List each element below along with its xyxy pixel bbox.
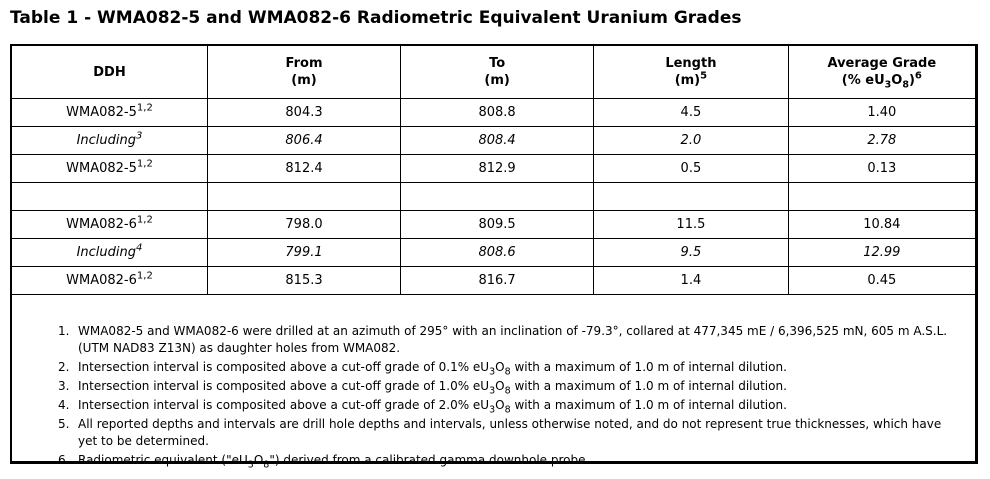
ddh-cell: WMA082-61,2 bbox=[12, 210, 208, 239]
ddh-cell: WMA082-51,2 bbox=[12, 98, 208, 127]
grade-cell: 2.78 bbox=[787, 126, 975, 155]
col-header-from: From (m) bbox=[206, 46, 402, 99]
footnote-text: All reported depths and intervals are dr… bbox=[78, 417, 942, 448]
ddh-cell: Including3 bbox=[12, 126, 208, 155]
grade-cell: 0.45 bbox=[787, 266, 975, 295]
table-row: WMA082-51,2 812.4 812.9 0.5 0.13 bbox=[12, 154, 975, 183]
table-row: WMA082-61,2 815.3 816.7 1.4 0.45 bbox=[12, 266, 975, 295]
footnote-text: Intersection interval is composited abov… bbox=[78, 398, 787, 416]
ddh-cell: WMA082-61,2 bbox=[12, 266, 208, 295]
footnote-number: 2. bbox=[58, 360, 70, 374]
to-cell: 808.4 bbox=[400, 126, 595, 155]
footnote: 3. Intersection interval is composited a… bbox=[58, 378, 959, 397]
from-cell bbox=[206, 182, 402, 211]
length-cell: 9.5 bbox=[593, 238, 789, 267]
grade-cell bbox=[787, 182, 975, 211]
col-header-length: Length (m)5 bbox=[593, 46, 789, 99]
to-cell bbox=[400, 182, 595, 211]
footnote: 6. Radiometric equivalent ("eU3O8") deri… bbox=[58, 452, 959, 471]
from-cell: 806.4 bbox=[206, 126, 402, 155]
col-header-to: To (m) bbox=[400, 46, 595, 99]
footnote-number: 1. bbox=[58, 324, 70, 338]
to-cell: 812.9 bbox=[400, 154, 595, 183]
footnote: 5. All reported depths and intervals are… bbox=[58, 416, 959, 450]
grade-cell: 10.84 bbox=[787, 210, 975, 239]
ddh-cell bbox=[12, 182, 208, 211]
table-row: WMA082-61,2 798.0 809.5 11.5 10.84 bbox=[12, 210, 975, 239]
footnote: 4. Intersection interval is composited a… bbox=[58, 397, 959, 416]
col-header-average-grade: Average Grade (% eU3O8)6 bbox=[787, 46, 975, 99]
from-cell: 812.4 bbox=[206, 154, 402, 183]
footnote-number: 3. bbox=[58, 379, 70, 393]
length-cell: 2.0 bbox=[593, 126, 789, 155]
separator-row bbox=[12, 182, 975, 211]
footnote-text: Radiometric equivalent ("eU3O8") derived… bbox=[78, 453, 590, 471]
footnote-text: Intersection interval is composited abov… bbox=[78, 360, 787, 378]
footnote: 1. WMA082-5 and WMA082-6 were drilled at… bbox=[58, 323, 959, 357]
from-cell: 815.3 bbox=[206, 266, 402, 295]
footnote: 2. Intersection interval is composited a… bbox=[58, 359, 959, 378]
length-cell: 1.4 bbox=[593, 266, 789, 295]
footnote-text: WMA082-5 and WMA082-6 were drilled at an… bbox=[78, 324, 948, 355]
header-row: DDH From (m) To (m) Length (m)5 Average Gra… bbox=[12, 46, 975, 99]
table-row-including: Including3 806.4 808.4 2.0 2.78 bbox=[12, 126, 975, 155]
to-cell: 816.7 bbox=[400, 266, 595, 295]
col-header-ddh: DDH bbox=[12, 46, 208, 99]
page-title: Table 1 - WMA082-5 and WMA082-6 Radiomet… bbox=[10, 8, 742, 28]
table-row: WMA082-51,2 804.3 808.8 4.5 1.40 bbox=[12, 98, 975, 127]
to-cell: 809.5 bbox=[400, 210, 595, 239]
length-cell bbox=[593, 182, 789, 211]
footnotes-section: 1. WMA082-5 and WMA082-6 were drilled at… bbox=[12, 295, 975, 471]
from-cell: 799.1 bbox=[206, 238, 402, 267]
length-cell: 0.5 bbox=[593, 154, 789, 183]
grade-cell: 12.99 bbox=[787, 238, 975, 267]
to-cell: 808.8 bbox=[400, 98, 595, 127]
length-cell: 4.5 bbox=[593, 98, 789, 127]
to-cell: 808.6 bbox=[400, 238, 595, 267]
ddh-cell: WMA082-51,2 bbox=[12, 154, 208, 183]
ddh-cell: Including4 bbox=[12, 238, 208, 267]
from-cell: 804.3 bbox=[206, 98, 402, 127]
length-cell: 11.5 bbox=[593, 210, 789, 239]
table-container: DDH From (m) To (m) Length (m)5 Average Gra… bbox=[10, 44, 978, 470]
footnote-number: 4. bbox=[58, 398, 70, 412]
grade-cell: 1.40 bbox=[787, 98, 975, 127]
uranium-grades-table: DDH From (m) To (m) Length (m)5 Average Gra… bbox=[12, 46, 975, 295]
grade-cell: 0.13 bbox=[787, 154, 975, 183]
footnote-number: 5. bbox=[58, 417, 70, 431]
footnote-number: 6. bbox=[58, 453, 70, 467]
footnote-text: Intersection interval is composited abov… bbox=[78, 379, 787, 397]
from-cell: 798.0 bbox=[206, 210, 402, 239]
table-row-including: Including4 799.1 808.6 9.5 12.99 bbox=[12, 238, 975, 267]
